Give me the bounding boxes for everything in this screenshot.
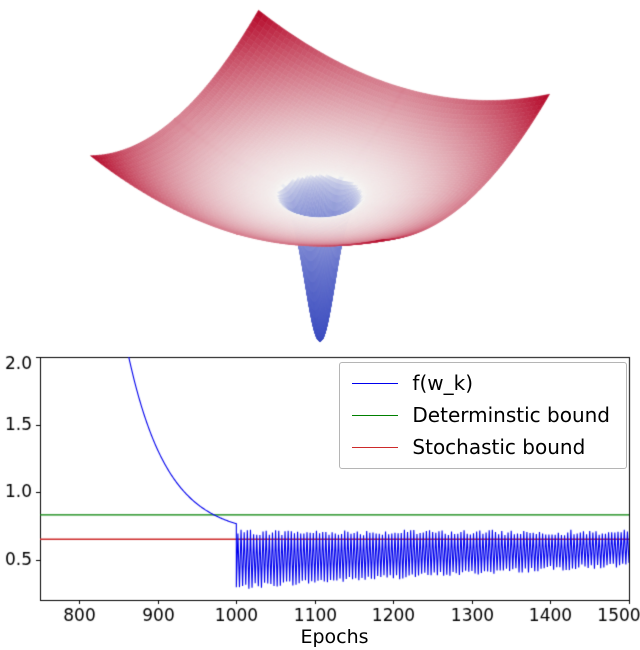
legend-entry-fwk: f(w_k) [352, 372, 610, 395]
x-axis-label: Epochs [300, 626, 369, 648]
green-line-sample-icon [352, 415, 399, 416]
legend-label-deterministic-bound: Determinstic bound [412, 403, 610, 427]
surface-plot-canvas [0, 0, 640, 355]
red-line-sample-icon [352, 447, 399, 448]
legend-entry-deterministic-bound: Determinstic bound [352, 404, 610, 427]
legend-label-stochastic-bound: Stochastic bound [412, 435, 586, 459]
convergence-plot: f(w_k) Determinstic bound Stochastic bou… [0, 355, 640, 650]
plot-legend: f(w_k) Determinstic bound Stochastic bou… [339, 362, 627, 469]
legend-entry-stochastic-bound: Stochastic bound [352, 436, 610, 459]
legend-label-fwk: f(w_k) [412, 371, 473, 395]
blue-line-sample-icon [352, 383, 399, 384]
